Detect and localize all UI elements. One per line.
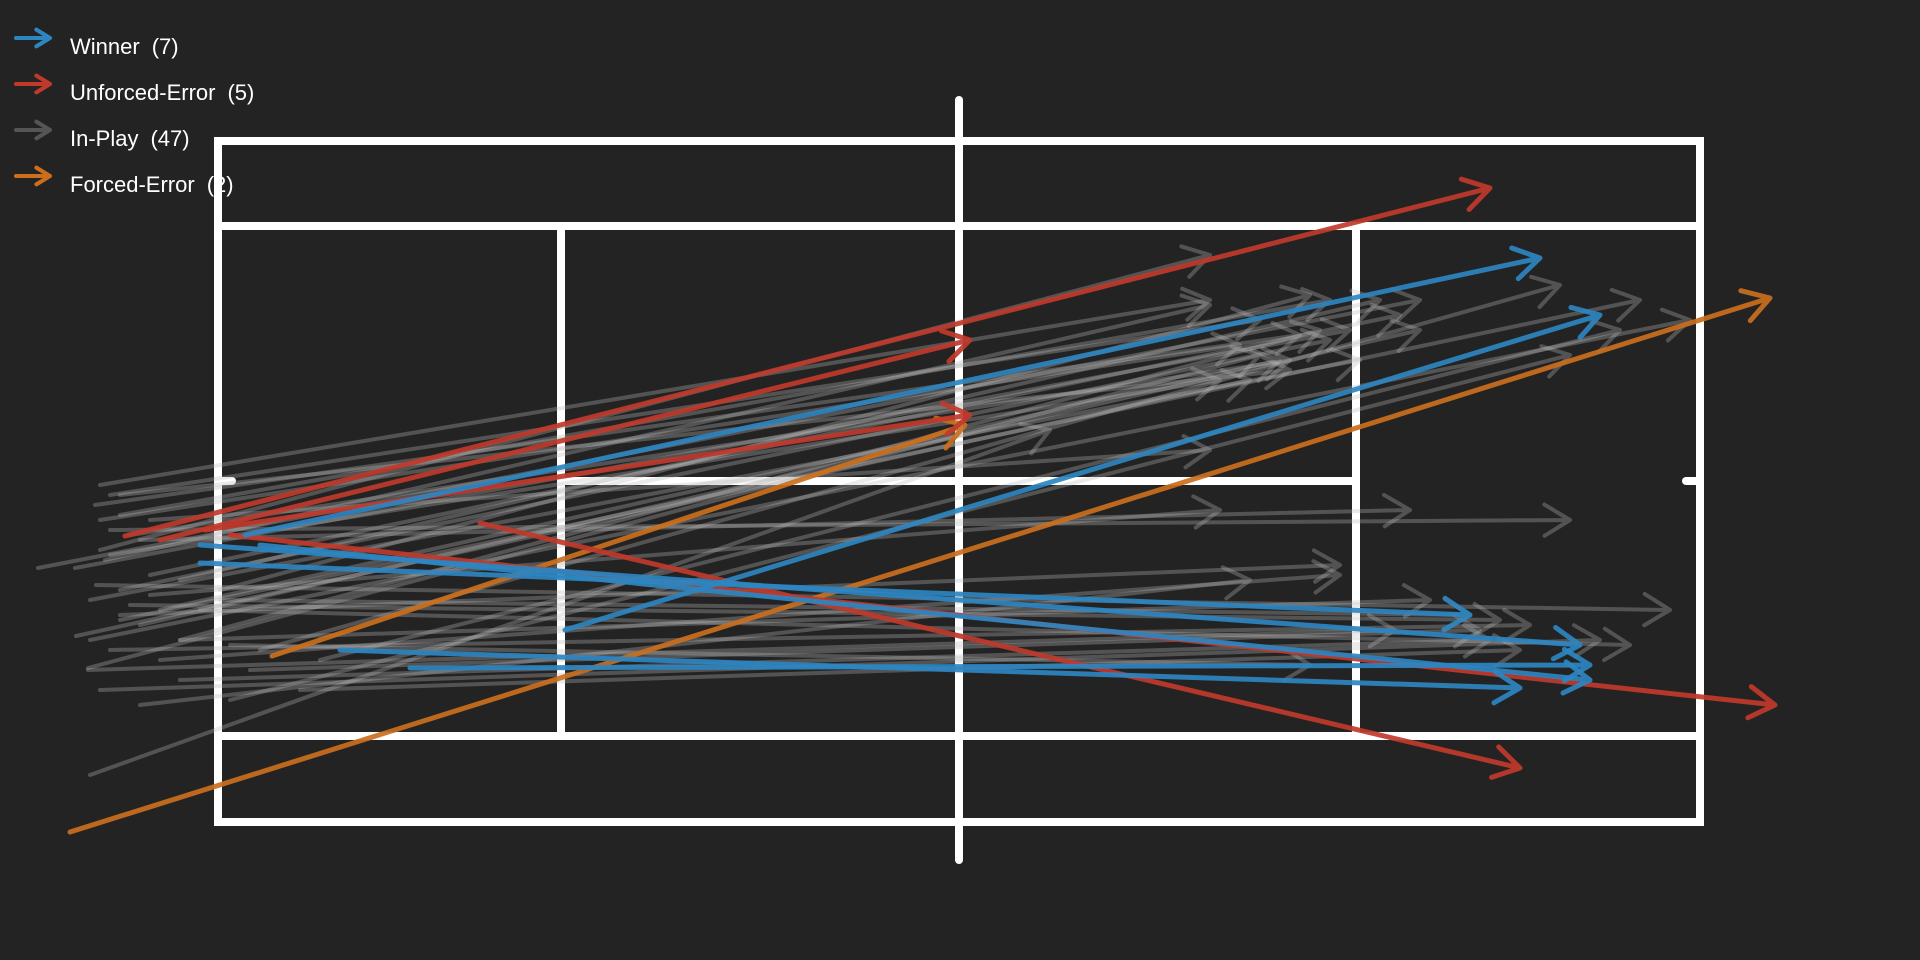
svg-text:Unforced-Error(5): Unforced-Error (5) <box>70 80 254 105</box>
legend-item-in-play: In-Play (47) <box>14 119 190 151</box>
legend-arrow-icon-forced-error <box>14 165 52 187</box>
shot-arrow-inplay-26 <box>108 502 1572 538</box>
shot-arrow-inplay-23 <box>118 355 1292 497</box>
shot-arrow-inplay-3 <box>93 321 1302 507</box>
shot-arrows <box>36 176 1778 835</box>
shot-arrow-inplay-22 <box>88 421 1052 777</box>
shot-arrow-inplay-17 <box>178 319 1322 642</box>
shot-arrow-inplay-20 <box>178 288 1382 582</box>
shot-arrow-unforced-4 <box>477 520 1523 780</box>
shot-arrow-inplay-47 <box>318 319 1622 662</box>
shot-arrow-inplay-12 <box>88 347 1362 602</box>
legend-count-forced-error: (2) <box>207 172 234 197</box>
shot-arrow-inplay-14 <box>138 318 1422 627</box>
shot-arrow-winner-2 <box>562 304 1603 633</box>
shot-arrow-unforced-3 <box>202 400 973 533</box>
legend-label-winner: Winner <box>70 34 140 59</box>
shot-arrow-inplay-11 <box>118 327 1332 592</box>
svg-text:Forced-Error(2): Forced-Error (2) <box>70 172 234 197</box>
legend-item-winner: Winner (7) <box>14 27 179 59</box>
legend-label-forced-error: Forced-Error <box>70 172 195 197</box>
shot-arrow-inplay-32 <box>128 602 1502 638</box>
legend-arrow-icon-winner <box>14 27 52 49</box>
shot-arrow-unforced-2 <box>157 328 973 543</box>
tennis-court <box>214 96 1704 864</box>
legend-arrow-icon-unforced-error <box>14 73 52 95</box>
shot-arrow-inplay-45 <box>88 307 1692 642</box>
legend-count-winner: (7) <box>152 34 179 59</box>
legend-label-in-play: In-Play <box>70 126 138 151</box>
shot-arrow-inplay-1 <box>98 286 1212 487</box>
shot-arrow-unforced-1 <box>122 176 1493 539</box>
legend-item-unforced-error: Unforced-Error (5) <box>14 73 254 105</box>
legend: Winner (7) Unforced-Error (5) In-Play (47) … <box>14 27 254 197</box>
shot-arrow-forced-2 <box>67 288 1773 835</box>
shot-arrow-inplay-5 <box>98 331 1242 522</box>
shot-arrow-inplay-6 <box>128 346 1292 537</box>
legend-arrow-icon-in-play <box>14 119 52 141</box>
legend-item-forced-error: Forced-Error (2) <box>14 165 234 197</box>
shot-arrow-inplay-44 <box>118 287 1642 622</box>
shot-arrow-inplay-4 <box>118 287 1332 517</box>
legend-label-unforced-error: Unforced-Error <box>70 80 215 105</box>
svg-text:Winner(7): Winner (7) <box>70 34 179 59</box>
svg-text:In-Play(47): In-Play (47) <box>70 126 190 151</box>
shot-arrow-winner-1 <box>242 245 1543 538</box>
legend-count-in-play: (47) <box>150 126 189 151</box>
legend-count-unforced-error: (5) <box>227 80 254 105</box>
shot-arrow-winner-7 <box>197 542 1583 662</box>
shot-arrow-winner-5 <box>407 646 1593 684</box>
shot-arrow-inplay-34 <box>108 607 1532 652</box>
shot-arrow-inplay-15 <box>74 368 1252 638</box>
shot-arrow-inplay-27 <box>94 583 1672 628</box>
shot-arrow-inplay-25 <box>138 492 1412 542</box>
shot-arrow-inplay-18 <box>86 344 1262 670</box>
